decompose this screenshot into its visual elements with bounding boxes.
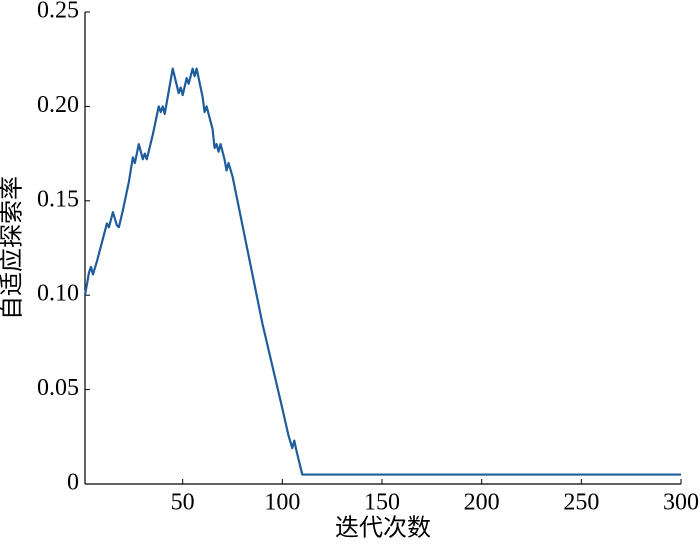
x-tick-label: 300 xyxy=(663,490,699,516)
y-tick-label: 0.15 xyxy=(37,186,79,212)
x-tick-label: 50 xyxy=(171,490,195,516)
y-tick-label: 0.05 xyxy=(37,375,79,401)
x-tick-label: 150 xyxy=(364,490,400,516)
y-axis-label: 自适应探索率 xyxy=(0,176,26,320)
line xyxy=(83,67,681,476)
y-tick-label: 0.25 xyxy=(37,0,79,24)
y-tick-label: 0.20 xyxy=(37,92,79,118)
x-tick-label: 100 xyxy=(264,490,300,516)
x-axis-label: 迭代次数 xyxy=(335,515,431,542)
x-tick-label: 250 xyxy=(563,490,599,516)
y-tick-label: 0.10 xyxy=(37,281,79,307)
x-tick-label: 200 xyxy=(464,490,500,516)
y-tick-label: 0 xyxy=(67,470,79,496)
